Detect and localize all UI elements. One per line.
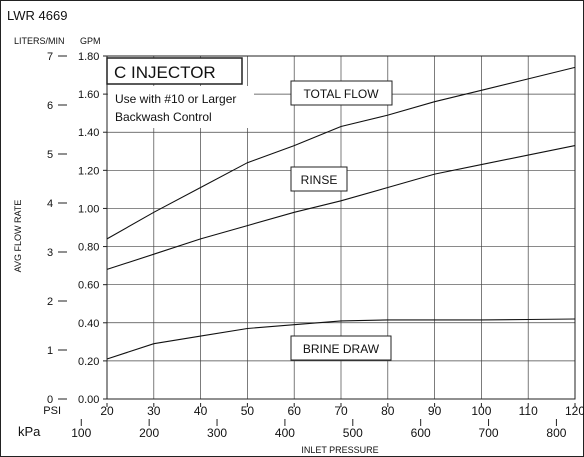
series-total-flow [106, 66, 576, 240]
series-label-brine-draw: BRINE DRAW [290, 335, 392, 361]
injector-info-box: C INJECTOR Use with #10 or Larger Backwa… [106, 57, 254, 128]
injector-note-line2: Backwash Control [115, 110, 212, 124]
injector-title-box [106, 57, 243, 85]
kpa-tick-label: 500 [343, 426, 363, 440]
y-left-tick-label: 3 [47, 247, 53, 259]
injector-note-bg [108, 86, 254, 128]
x-tick-label: 120 [565, 404, 584, 418]
y-right-unit-label: GPM [80, 36, 101, 46]
x-tick-label: 110 [519, 404, 538, 418]
y-tick-label: 0.60 [78, 280, 99, 292]
y-left-tick-label: 1 [47, 345, 53, 357]
y-tick-label: 1.40 [78, 127, 99, 139]
injector-title: C INJECTOR [114, 63, 216, 82]
kpa-tick-label: 300 [207, 426, 227, 440]
x-tick-label: 30 [147, 404, 161, 418]
y-tick-label: 1.80 [78, 51, 99, 63]
x-tick-label: 70 [334, 404, 348, 418]
x-tick-label: 50 [241, 404, 255, 418]
series-label-total-flow: TOTAL FLOW [290, 80, 393, 106]
y-left-tick-label: 2 [47, 296, 53, 308]
y-left-tick-label: 7 [47, 51, 53, 63]
x-tick-label: 90 [428, 404, 442, 418]
x-tick-label: 20 [100, 404, 114, 418]
x-axis-title: INLET PRESSURE [301, 445, 378, 455]
kpa-tick-label: 200 [139, 426, 159, 440]
y-left-tick-label: 6 [47, 100, 53, 112]
series-layer [106, 66, 576, 360]
x-tick-label: 60 [288, 404, 302, 418]
series-rinse [106, 145, 576, 270]
chart-title: LWR 4669 [7, 8, 67, 23]
y-tick-label: 1.00 [78, 203, 99, 215]
y-left-tick-label: 5 [47, 149, 53, 161]
y-left-tick-label: 0 [47, 394, 53, 406]
series-label-brine-draw-text: BRINE DRAW [303, 342, 380, 356]
y-tick-label: 1.20 [78, 165, 99, 177]
psi-unit-label: PSI [43, 405, 61, 417]
series-label-total-flow-text: TOTAL FLOW [303, 87, 379, 101]
kpa-tick-label: 700 [479, 426, 499, 440]
plot-area [106, 55, 576, 400]
series-brine-draw [106, 318, 576, 360]
axes: 20 30 40 50 60 70 80 90 100 110 1200.000.200.400.6… [47, 51, 584, 440]
y-tick-label: 0.20 [78, 356, 99, 368]
x-tick-label: 100 [471, 404, 491, 418]
y-tick-label: 0.80 [78, 242, 99, 254]
y-tick-label: 0.40 [78, 318, 99, 330]
kpa-tick-label: 400 [275, 426, 295, 440]
kpa-tick-label: 600 [411, 426, 431, 440]
series-label-rinse: RINSE [290, 166, 348, 192]
kpa-unit-label: kPa [18, 424, 41, 439]
y-tick-label: 0.00 [78, 394, 99, 406]
y-tick-label: 1.60 [78, 89, 99, 101]
series-label-rinse-text: RINSE [301, 173, 338, 187]
kpa-tick-label: 800 [546, 426, 566, 440]
y-axis-title: AVG FLOW RATE [13, 200, 23, 273]
y-left-unit-label: LITERS/MIN [14, 36, 65, 46]
x-tick-label: 80 [381, 404, 395, 418]
x-tick-label: 40 [194, 404, 208, 418]
y-left-tick-label: 4 [47, 198, 53, 210]
kpa-tick-label: 100 [71, 426, 91, 440]
injector-note-line1: Use with #10 or Larger [115, 92, 236, 106]
